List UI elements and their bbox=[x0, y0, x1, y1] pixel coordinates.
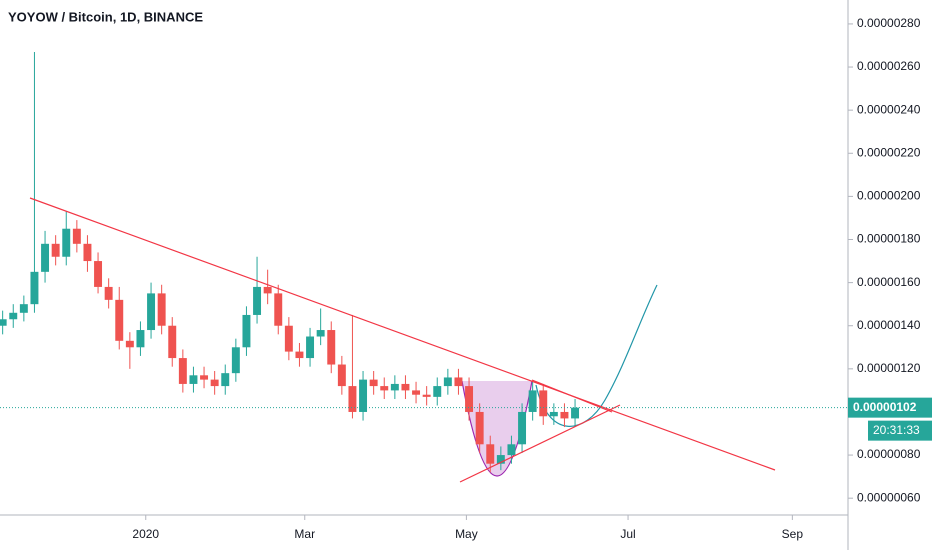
y-tick-label: 0.00000240 bbox=[857, 102, 921, 116]
candle-body bbox=[359, 379, 368, 412]
candle-body bbox=[571, 407, 580, 419]
countdown-tag bbox=[868, 420, 932, 441]
candle-body bbox=[115, 299, 124, 341]
candle-body bbox=[72, 228, 81, 244]
candle-body bbox=[295, 351, 304, 359]
candle-body bbox=[189, 375, 198, 384]
candle-body bbox=[157, 293, 166, 326]
last-price-tag bbox=[848, 397, 932, 418]
candle-body bbox=[560, 411, 569, 419]
candle-body bbox=[390, 383, 399, 391]
candle-body bbox=[168, 325, 177, 359]
candle-body bbox=[433, 386, 442, 397]
y-tick-label: 0.00000260 bbox=[857, 59, 921, 73]
candle-body bbox=[210, 379, 219, 387]
candle-body bbox=[136, 330, 145, 348]
candle-body bbox=[263, 286, 272, 294]
y-tick-label: 0.00000060 bbox=[857, 490, 921, 504]
y-tick-label: 0.00000120 bbox=[857, 361, 921, 375]
trend-line bbox=[459, 404, 621, 483]
trend-lines bbox=[29, 197, 776, 483]
y-tick-label: 0.00000080 bbox=[857, 447, 921, 461]
candle-body bbox=[274, 293, 283, 326]
chart-title: YOYOW / Bitcoin, 1D, BINANCE bbox=[8, 9, 203, 24]
countdown-label: 20:31:33 bbox=[873, 423, 920, 437]
candle-body bbox=[327, 330, 336, 365]
candle-body bbox=[9, 312, 18, 320]
candle-body bbox=[518, 411, 527, 445]
trend-line bbox=[531, 379, 613, 413]
candle-body bbox=[465, 386, 474, 412]
candle-body bbox=[412, 390, 421, 395]
projection-curve bbox=[535, 284, 658, 427]
candle-body bbox=[316, 330, 325, 337]
candle-body bbox=[507, 444, 516, 456]
candle-body bbox=[380, 386, 389, 391]
candle-body bbox=[348, 386, 357, 412]
candle-body bbox=[549, 411, 558, 417]
candle-body bbox=[41, 243, 50, 272]
y-tick-label: 0.00000280 bbox=[857, 16, 921, 30]
candle-body bbox=[51, 243, 60, 257]
candle-body bbox=[253, 286, 262, 315]
candle-body bbox=[486, 444, 495, 464]
candle-body bbox=[539, 390, 548, 417]
x-tick-label: May bbox=[455, 527, 478, 541]
x-tick-label: Mar bbox=[294, 527, 315, 541]
candle-body bbox=[475, 411, 484, 445]
candle-body bbox=[147, 293, 156, 331]
candle-body bbox=[284, 325, 293, 352]
y-tick-label: 0.00000140 bbox=[857, 318, 921, 332]
candle-body bbox=[528, 390, 537, 412]
candle-body bbox=[83, 243, 92, 262]
candle-body bbox=[496, 455, 505, 464]
x-tick-label: 2020 bbox=[132, 527, 159, 541]
candle-body bbox=[401, 383, 410, 391]
candle-body bbox=[19, 304, 28, 313]
x-tick-label: Jul bbox=[620, 527, 635, 541]
candle-body bbox=[454, 377, 463, 387]
candle-body bbox=[306, 336, 315, 359]
candle-body bbox=[231, 347, 240, 374]
candle-body bbox=[94, 261, 103, 287]
y-tick-label: 0.00000180 bbox=[857, 232, 921, 246]
candle-body bbox=[443, 377, 452, 387]
candle-body bbox=[178, 358, 187, 384]
y-tick-label: 0.00000160 bbox=[857, 275, 921, 289]
candle-body bbox=[422, 394, 431, 397]
candle-body bbox=[242, 314, 251, 348]
plot bbox=[0, 51, 580, 473]
candle-body bbox=[337, 364, 346, 387]
last-price-label: 0.00000102 bbox=[853, 400, 917, 414]
x-tick-label: Sep bbox=[782, 527, 804, 541]
candle-body bbox=[30, 271, 39, 305]
y-tick-label: 0.00000220 bbox=[857, 145, 921, 159]
trend-line bbox=[29, 197, 776, 471]
candle-body bbox=[62, 228, 71, 257]
candle-body bbox=[221, 373, 230, 387]
candle-body bbox=[0, 319, 7, 326]
candle-body bbox=[125, 340, 134, 348]
candle-body bbox=[369, 379, 378, 387]
candle-body bbox=[104, 286, 113, 300]
y-tick-label: 0.00000200 bbox=[857, 189, 921, 203]
candle-body bbox=[200, 375, 209, 380]
